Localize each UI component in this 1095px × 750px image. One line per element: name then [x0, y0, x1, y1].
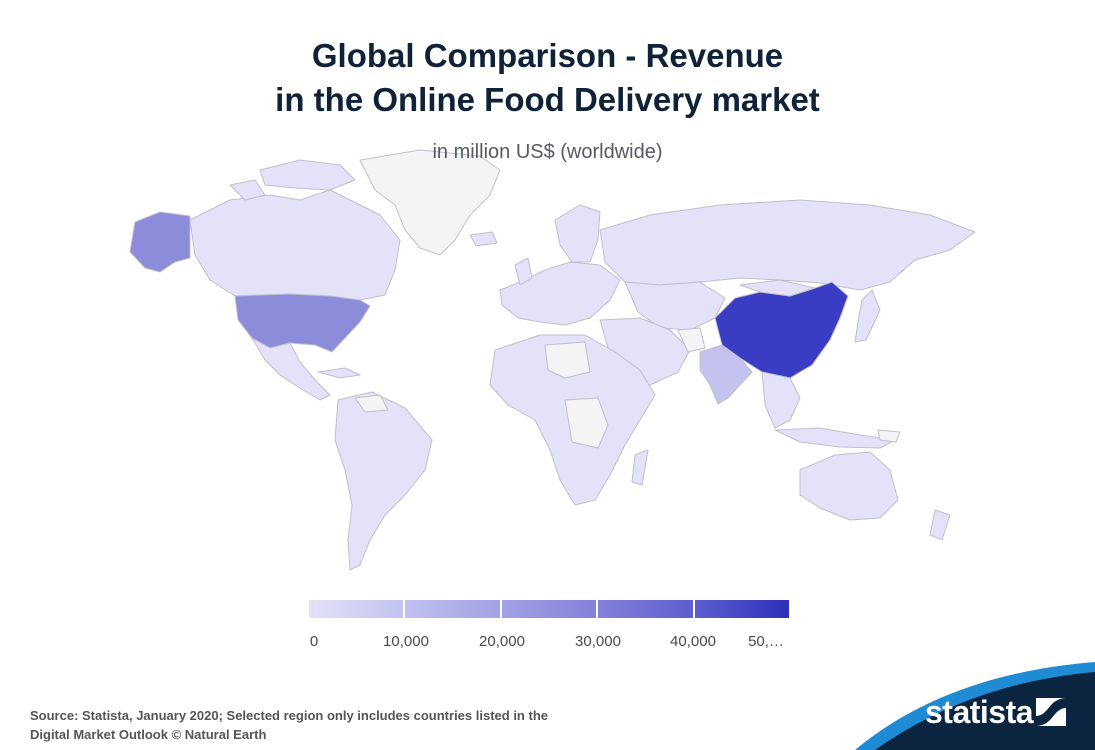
statista-logo-icon — [1036, 698, 1066, 726]
region-papua-new-guinea — [877, 429, 901, 443]
region-india — [699, 344, 753, 405]
legend-tick-3: 30,000 — [575, 633, 621, 650]
source-line-1: Source: Statista, January 2020; Selected… — [30, 708, 548, 723]
region-scandinavia — [554, 204, 601, 263]
legend-segment-4 — [596, 600, 693, 618]
region-russia — [599, 199, 976, 291]
region-arctic-islands — [259, 159, 356, 191]
legend-segment-5 — [692, 600, 790, 618]
chart-title: Global Comparison - Revenue in the Onlin… — [0, 34, 1095, 122]
region-mongolia — [739, 279, 816, 297]
title-line-2: in the Online Food Delivery market — [275, 81, 820, 118]
legend-tick-1: 10,000 — [383, 633, 429, 650]
brand-background — [875, 672, 1095, 750]
region-arctic-island-2 — [229, 179, 266, 201]
region-iceland — [469, 231, 498, 247]
color-legend — [309, 600, 790, 618]
brand-banner — [855, 662, 1095, 750]
region-venezuela — [354, 394, 389, 413]
region-madagascar — [631, 449, 649, 486]
region-southeast-asia — [761, 371, 801, 429]
legend-segment-2 — [403, 600, 500, 618]
region-japan — [854, 289, 881, 343]
region-caribbean — [317, 367, 361, 379]
legend-tick-5: 50,… — [748, 633, 784, 650]
brand-name[interactable]: statista — [925, 694, 1034, 730]
region-south-america — [334, 391, 433, 571]
legend-tick-2: 20,000 — [479, 633, 525, 650]
region-afghanistan — [677, 327, 706, 353]
region-australia — [799, 451, 899, 521]
source-note: Source: Statista, January 2020; Selected… — [30, 706, 548, 744]
region-united-kingdom — [514, 257, 533, 286]
region-north-africa-nodata — [544, 341, 591, 379]
source-line-2: Digital Market Outlook © Natural Earth — [30, 727, 267, 742]
region-alaska — [129, 211, 191, 273]
legend-tick-0: 0 — [309, 633, 319, 650]
region-central-africa-nodata — [564, 397, 609, 449]
chart-subtitle: in million US$ (worldwide) — [432, 141, 663, 163]
region-new-zealand — [929, 509, 951, 541]
legend-segment-1 — [309, 600, 404, 618]
title-line-1: Global Comparison - Revenue — [311, 37, 784, 74]
region-canada — [189, 189, 401, 301]
region-mexico — [251, 337, 331, 401]
region-greenland — [359, 149, 501, 256]
legend-tick-4: 40,000 — [670, 633, 716, 650]
legend-segment-3 — [499, 600, 597, 618]
region-indonesia — [774, 427, 896, 449]
